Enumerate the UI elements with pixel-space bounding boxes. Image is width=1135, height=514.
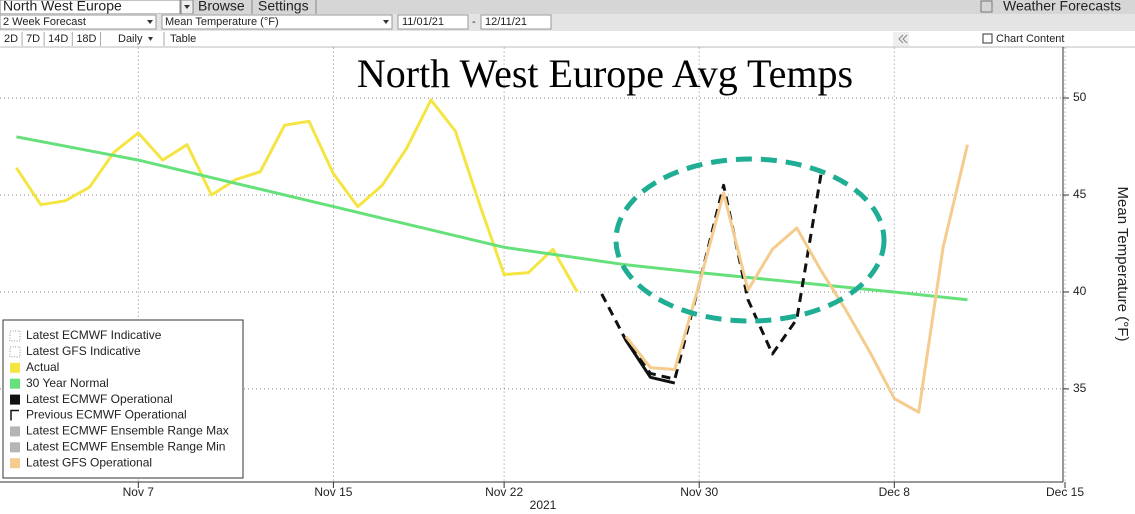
period-button[interactable]: 2D <box>4 33 18 45</box>
chart-content-button[interactable]: Chart Content <box>996 33 1064 45</box>
legend-label: Latest ECMWF Ensemble Range Max <box>26 424 229 438</box>
period-button[interactable]: 14D <box>48 33 68 45</box>
x-tick-label: Nov 15 <box>314 485 352 499</box>
legend-swatch <box>10 458 20 469</box>
y-tick-label: 35 <box>1073 381 1087 395</box>
series-line <box>15 98 579 293</box>
legend-label: Latest ECMWF Ensemble Range Min <box>26 439 225 453</box>
chart-title: North West Europe Avg Temps <box>357 51 853 96</box>
frequency[interactable]: Daily <box>118 33 143 45</box>
plot <box>15 98 969 414</box>
forecast-box[interactable] <box>0 14 157 30</box>
series-line <box>624 144 969 414</box>
browse-button[interactable]: Browse <box>198 0 245 14</box>
highlight-ellipse <box>613 156 887 324</box>
x-tick-label: Nov 22 <box>485 485 523 499</box>
legend-label: 30 Year Normal <box>26 376 109 390</box>
legend-label: Previous ECMWF Operational <box>26 408 187 422</box>
legend-label: Latest GFS Operational <box>26 455 152 469</box>
table-button[interactable]: Table <box>170 33 196 45</box>
legend-label: Actual <box>26 360 59 374</box>
arrow-icon <box>148 37 153 41</box>
legend-swatch <box>10 394 20 405</box>
series-line <box>16 135 968 302</box>
legend-label: Latest GFS Indicative <box>26 344 141 358</box>
legend-swatch <box>10 426 20 437</box>
app-icon <box>980 0 993 13</box>
period-buttons: 2D 7D 14D 18D <box>4 32 101 46</box>
axes: 35 40 45 50 Nov 7 Nov 15 Nov 22 Nov 30 Dec 8 Dec … <box>123 90 1087 499</box>
y-tick-label: 50 <box>1073 90 1087 104</box>
series-line <box>600 173 823 381</box>
toolbar-bottom <box>0 31 1135 47</box>
app-title: Weather Forecasts <box>1003 0 1121 14</box>
toolbar-top <box>0 0 1135 14</box>
collapse-icon <box>898 34 908 44</box>
end-date[interactable]: 12/11/21 <box>485 16 527 28</box>
start-box[interactable] <box>397 14 469 30</box>
settings-button[interactable]: Settings <box>258 0 309 14</box>
x-axis-label: 2021 <box>530 498 557 512</box>
region[interactable]: North West Europe <box>3 0 122 14</box>
period-button[interactable]: 18D <box>76 33 96 45</box>
legend-label: Latest ECMWF Indicative <box>26 328 162 342</box>
arrow-icon <box>147 20 153 24</box>
start-date[interactable]: 11/01/21 <box>402 16 444 28</box>
x-tick-label: Nov 7 <box>123 485 155 499</box>
arrow-icon <box>184 5 190 9</box>
legend-box <box>2 319 244 479</box>
variable[interactable]: Mean Temperature (°F) <box>165 16 279 28</box>
x-tick-label: Nov 30 <box>680 485 718 499</box>
legend: Latest ECMWF Indicative Latest GFS Indica… <box>2 319 244 479</box>
legend-swatch <box>9 346 21 358</box>
y-tick-label: 40 <box>1073 284 1087 298</box>
legend-swatch <box>9 330 21 342</box>
arrow-icon <box>383 20 389 24</box>
x-tick-label: Dec 15 <box>1046 485 1084 499</box>
x-tick-label: Dec 8 <box>879 485 911 499</box>
forecast[interactable]: 2 Week Forecast <box>3 16 86 28</box>
legend-label: Latest ECMWF Operational <box>26 392 173 406</box>
variable-box[interactable] <box>161 14 393 30</box>
collapse-button[interactable] <box>893 32 909 46</box>
chart-content-icon <box>982 33 993 44</box>
period-button[interactable]: 7D <box>26 33 40 45</box>
y-axis-label: Mean Temperature (°F) <box>1114 187 1131 342</box>
legend-swatch <box>10 442 20 453</box>
end-box[interactable] <box>480 14 552 30</box>
legend-swatch <box>10 378 20 389</box>
grid <box>0 47 1066 482</box>
legend-swatch <box>10 362 20 373</box>
range-dash: - <box>472 16 476 28</box>
y-tick-label: 45 <box>1073 187 1087 201</box>
legend-swatch <box>10 409 19 421</box>
